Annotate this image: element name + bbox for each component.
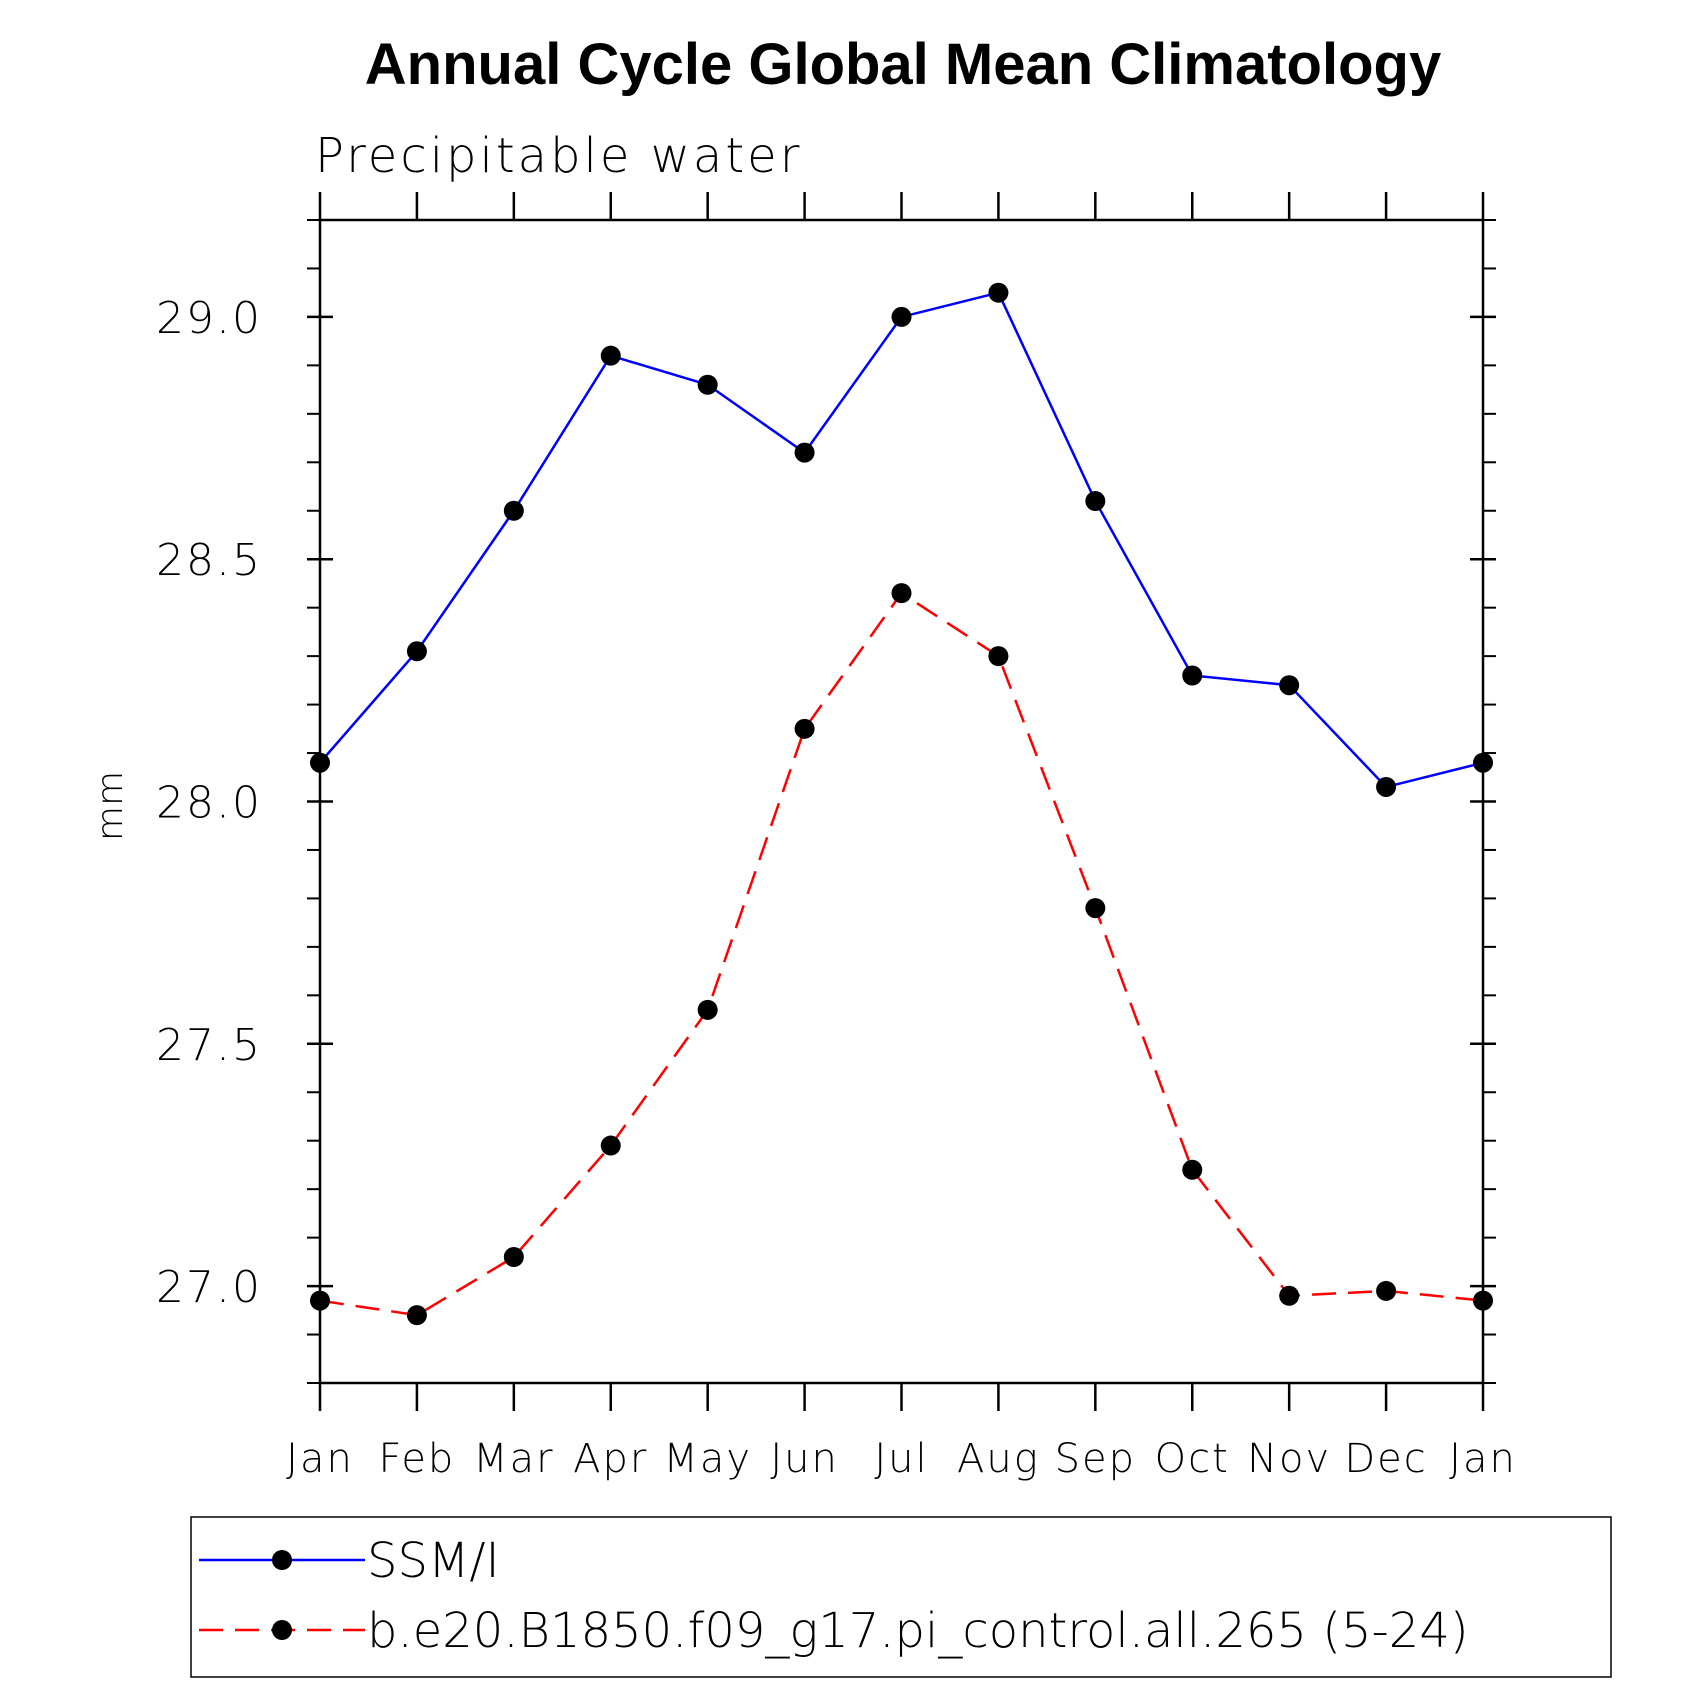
- data-point: [988, 646, 1009, 667]
- data-point: [891, 306, 912, 327]
- x-tick-label: Apr: [573, 1436, 648, 1482]
- y-tick-label: 28.0: [156, 778, 262, 829]
- y-tick-label: 28.5: [156, 535, 262, 586]
- legend: SSM/I b.e20.B1850.f09_g17.pi_control.all.…: [190, 1516, 1612, 1678]
- x-tick-label: Jan: [1449, 1436, 1517, 1482]
- data-point: [1376, 1280, 1397, 1301]
- x-tick-label: Nov: [1247, 1436, 1331, 1482]
- series-layer: [310, 282, 1493, 1326]
- y-axis-label: mm: [90, 771, 131, 841]
- x-tick-label: Oct: [1155, 1436, 1230, 1482]
- x-tick-label: Mar: [473, 1436, 554, 1482]
- data-point: [600, 345, 621, 366]
- data-point: [891, 583, 912, 604]
- axes: Jan Feb Mar Apr May Jun Jul Aug Sep Oct Nov Dec Jan 2…: [156, 192, 1517, 1482]
- data-point: [1473, 1290, 1493, 1311]
- data-point: [697, 374, 718, 395]
- data-point: [406, 1305, 427, 1326]
- data-point: [1085, 898, 1106, 919]
- data-point: [794, 718, 815, 739]
- data-point: [1279, 1285, 1300, 1306]
- x-tick-label: Jun: [770, 1436, 839, 1482]
- data-point: [406, 641, 427, 662]
- data-point: [1279, 675, 1300, 696]
- series-1: [310, 282, 1493, 797]
- data-point: [310, 1290, 330, 1311]
- chart-title: Annual Cycle Global Mean Climatology: [365, 32, 1441, 97]
- data-point: [310, 752, 330, 773]
- x-tick-label: Jul: [874, 1436, 928, 1482]
- plot-frame: [318, 218, 1485, 1385]
- y-tick-label: 27.0: [156, 1262, 262, 1313]
- chart-subtitle: Precipitable water: [315, 128, 802, 184]
- data-point: [794, 442, 815, 463]
- data-point: [1182, 1159, 1203, 1180]
- data-point: [503, 500, 524, 521]
- data-point: [1473, 752, 1493, 773]
- series-line: [319, 591, 1484, 1317]
- x-tick-label: May: [663, 1436, 752, 1482]
- x-tick-label: Jan: [286, 1436, 354, 1482]
- data-point: [1182, 665, 1203, 686]
- data-point: [600, 1135, 621, 1156]
- y-tick-label: 29.0: [156, 293, 262, 344]
- legend-box: [190, 1516, 1612, 1678]
- data-point: [1376, 776, 1397, 797]
- x-tick-label: Aug: [957, 1436, 1040, 1482]
- data-point: [1085, 491, 1106, 512]
- series-line: [319, 291, 1484, 789]
- legend-label: SSM/I: [367, 1533, 500, 1589]
- x-tick-label: Sep: [1055, 1436, 1136, 1482]
- legend-label: b.e20.B1850.f09_g17.pi_control.all.265 (…: [367, 1603, 1469, 1659]
- x-tick-label: Feb: [379, 1436, 456, 1482]
- legend-marker: [272, 1550, 292, 1570]
- series-2: [310, 583, 1493, 1326]
- data-point: [503, 1247, 524, 1268]
- x-tick-label: Dec: [1344, 1436, 1427, 1482]
- data-point: [697, 999, 718, 1020]
- y-tick-label: 27.5: [156, 1020, 262, 1071]
- legend-marker: [272, 1620, 292, 1640]
- data-point: [988, 282, 1009, 303]
